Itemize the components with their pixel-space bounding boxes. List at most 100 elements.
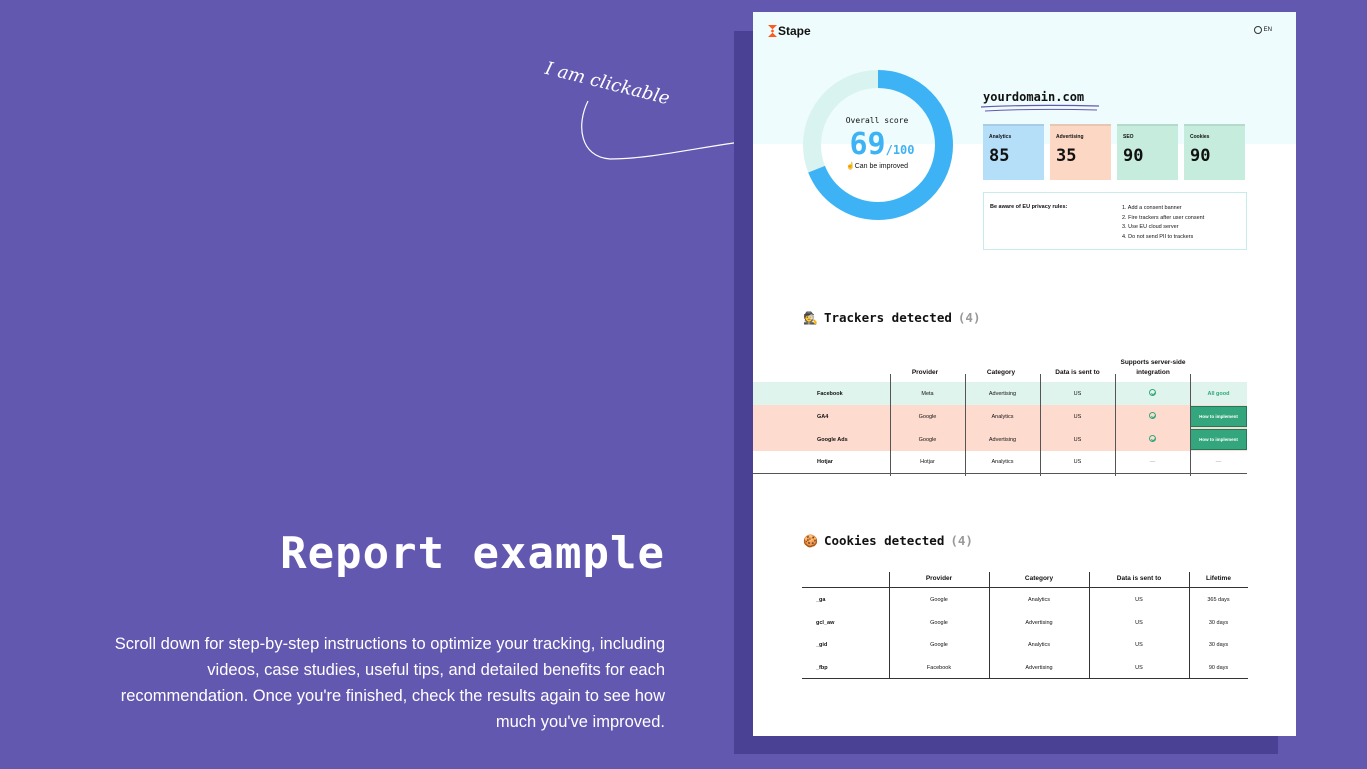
table-row[interactable]: Facebook Meta Advertising US All good xyxy=(753,382,1247,405)
trackers-title: Trackers detected xyxy=(823,310,952,325)
cookie-category: Analytics xyxy=(1027,597,1050,603)
score-card-advertising[interactable]: Advertising 35 xyxy=(1050,124,1111,180)
check-icon xyxy=(1149,412,1156,419)
report-preview[interactable]: Stape EN Overall score 69/100 ☝Can be im… xyxy=(753,12,1296,736)
table-row[interactable]: gcl_aw Google Advertising US 30 days xyxy=(802,611,1248,634)
how-to-implement-button[interactable]: How to implement xyxy=(1190,406,1247,427)
column-header: Data is sent to xyxy=(1116,575,1162,582)
check-icon xyxy=(1149,389,1156,396)
tracker-name: Hotjar xyxy=(817,459,833,465)
column-header: Provider xyxy=(911,369,939,376)
card-label: Advertising xyxy=(1056,134,1084,140)
score-arc xyxy=(803,70,953,220)
table-row[interactable]: _ga Google Analytics US 365 days xyxy=(802,588,1248,611)
tracker-category: Advertising xyxy=(988,390,1017,397)
score-value: 69/100 xyxy=(837,127,927,162)
cookie-provider: Google xyxy=(930,642,948,648)
table-row[interactable]: Google Ads Google Advertising US How to … xyxy=(753,428,1247,451)
trackers-heading: 🕵 Trackers detected (4) xyxy=(803,310,980,325)
language-label: EN xyxy=(1263,27,1272,33)
cookie-name: _ga xyxy=(816,597,826,603)
status-all-good: All good xyxy=(1207,390,1230,397)
description: Scroll down for step-by-step instruction… xyxy=(114,635,665,731)
tracker-sent-to: US xyxy=(1073,390,1082,397)
supported-check xyxy=(1115,412,1190,421)
table-row[interactable]: _gid Google Analytics US 30 days xyxy=(802,633,1248,656)
tracker-provider: Google xyxy=(918,436,937,443)
column-divider xyxy=(1189,572,1190,679)
score-card-analytics[interactable]: Analytics 85 xyxy=(983,124,1044,180)
score-number: 69 xyxy=(849,127,886,162)
column-header: Lifetime xyxy=(1206,575,1231,582)
privacy-item: 1. Add a consent banner xyxy=(1122,205,1182,211)
card-label: SEO xyxy=(1123,134,1134,140)
pointer-icon: ☝ xyxy=(845,163,855,170)
score-card-seo[interactable]: SEO 90 xyxy=(1117,124,1178,180)
column-divider xyxy=(889,572,890,679)
column-divider xyxy=(890,374,891,476)
cookie-provider: Facebook xyxy=(926,664,952,671)
table-row[interactable]: Hotjar Hotjar Analytics US — — xyxy=(753,451,1247,474)
action-none: — xyxy=(1215,459,1222,465)
tracker-provider: Meta xyxy=(921,390,934,397)
trackers-table: Provider Category Data is sent to Suppor… xyxy=(753,348,1247,476)
column-divider xyxy=(1040,374,1041,476)
cookie-name: gcl_aw xyxy=(816,619,835,626)
supported-none: — xyxy=(1149,459,1156,465)
cookie-lifetime: 30 days xyxy=(1208,642,1229,648)
category-cards: Analytics 85 Advertising 35 SEO 90 Cooki… xyxy=(983,124,1245,180)
tracker-sent-to: US xyxy=(1073,413,1082,420)
language-selector[interactable]: EN xyxy=(1253,26,1272,34)
privacy-item: 2. Fire trackers after user consent xyxy=(1122,214,1205,221)
stape-logo-icon xyxy=(768,25,777,37)
column-header: Category xyxy=(1024,575,1054,582)
cookie-provider: Google xyxy=(930,619,948,626)
score-card-cookies[interactable]: Cookies 90 xyxy=(1184,124,1245,180)
column-divider xyxy=(1190,374,1191,476)
column-header: Data is sent to xyxy=(1055,369,1100,376)
cookies-table: Provider Category Data is sent to Lifeti… xyxy=(802,572,1248,679)
cookie-category: Analytics xyxy=(1027,642,1050,648)
page-title: Report example xyxy=(280,528,665,579)
privacy-list: 1. Add a consent banner 2. Fire trackers… xyxy=(1122,204,1204,242)
supported-check xyxy=(1115,389,1190,398)
logo-text: Stape xyxy=(778,24,811,38)
tracker-category: Analytics xyxy=(991,413,1014,420)
hero-background xyxy=(753,12,1296,144)
cookies-body: _ga Google Analytics US 365 days gcl_aw … xyxy=(802,572,1248,679)
column-divider xyxy=(1115,374,1116,476)
trackers-count: (4) xyxy=(957,310,981,325)
column-divider xyxy=(965,374,966,476)
cookie-category: Advertising xyxy=(1025,664,1053,671)
cookie-sent-to: US xyxy=(1135,619,1143,626)
tracker-provider: Hotjar xyxy=(920,459,935,465)
column-header: Category xyxy=(986,369,1016,376)
tracker-category: Advertising xyxy=(988,436,1017,443)
card-value: 35 xyxy=(1056,146,1077,166)
column-header: Supports server-side integration xyxy=(1120,359,1186,376)
tracker-provider: Google xyxy=(918,413,937,420)
privacy-title: Be aware of EU privacy rules: xyxy=(990,204,1068,210)
cookies-heading: 🍪 Cookies detected (4) xyxy=(803,533,973,548)
spy-icon: 🕵 xyxy=(803,310,818,325)
tracker-name: Facebook xyxy=(817,390,843,397)
card-label: Analytics xyxy=(989,134,1012,140)
score-max: /100 xyxy=(885,143,915,157)
cookie-provider: Google xyxy=(930,597,948,603)
arrow-icon xyxy=(581,100,751,160)
tracker-name: Google Ads xyxy=(817,436,848,443)
domain-underline xyxy=(980,104,1100,112)
column-divider xyxy=(989,572,990,679)
logo[interactable]: Stape xyxy=(768,24,811,38)
cookie-sent-to: US xyxy=(1135,642,1143,648)
table-row[interactable]: _fbp Facebook Advertising US 90 days xyxy=(802,656,1248,679)
cookie-lifetime: 90 days xyxy=(1208,664,1229,671)
cookies-count: (4) xyxy=(950,533,973,548)
cookie-name: _fbp xyxy=(816,664,828,671)
check-icon xyxy=(1149,435,1156,442)
column-divider xyxy=(1089,572,1090,679)
cookies-title: Cookies detected xyxy=(823,533,945,548)
table-row[interactable]: GA4 Google Analytics US How to implement xyxy=(753,405,1247,428)
cookies-table-header: Provider Category Data is sent to Lifeti… xyxy=(802,572,1248,588)
how-to-implement-button[interactable]: How to implement xyxy=(1190,429,1247,450)
